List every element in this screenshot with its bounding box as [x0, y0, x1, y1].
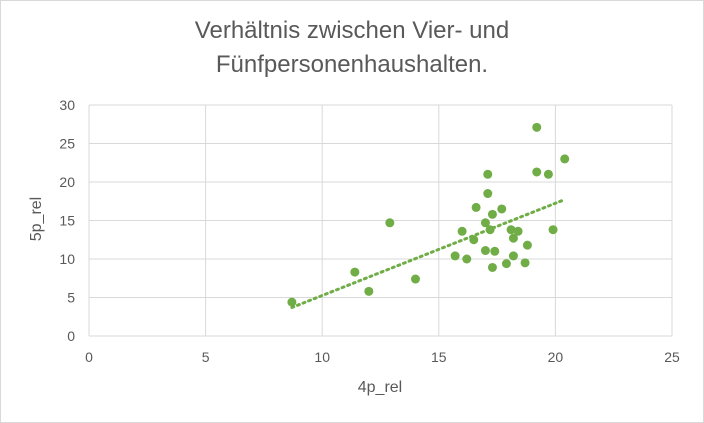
- y-tick-label: 15: [59, 213, 75, 229]
- data-point: [513, 226, 523, 236]
- chart-title-line-2: Fünfpersonenhaushalten.: [215, 51, 489, 78]
- x-tick-label: 10: [314, 349, 330, 365]
- data-point: [457, 226, 467, 236]
- x-tick-label: 25: [664, 349, 680, 365]
- y-tick-label: 5: [67, 290, 75, 306]
- gridlines: [88, 104, 673, 337]
- x-tick-label: 5: [202, 349, 210, 365]
- data-point: [350, 267, 360, 277]
- data-point: [462, 254, 472, 264]
- data-point: [543, 169, 553, 179]
- data-point: [483, 169, 493, 179]
- x-tick-labels: 0 5 10 15 20 25: [85, 349, 680, 365]
- data-point: [485, 225, 495, 235]
- data-point: [501, 259, 511, 269]
- data-point: [480, 246, 490, 256]
- data-point: [410, 274, 420, 284]
- data-point: [471, 202, 481, 212]
- data-point: [480, 218, 490, 228]
- x-tick-label: 0: [85, 349, 93, 365]
- data-point: [520, 258, 530, 268]
- data-point: [532, 167, 542, 177]
- y-tick-label: 25: [59, 136, 75, 152]
- y-tick-label: 0: [67, 328, 75, 344]
- y-axis-title: 5p_rel: [28, 197, 45, 241]
- y-tick-label: 20: [59, 174, 75, 190]
- data-point: [287, 297, 297, 307]
- data-point: [560, 154, 570, 164]
- data-point: [532, 122, 542, 132]
- trendline: [290, 198, 564, 310]
- data-point: [364, 286, 374, 296]
- data-point: [450, 251, 460, 261]
- data-point: [508, 233, 518, 243]
- chart-title: Verhältnis zwischen Vier- und Fünfperson…: [0, 14, 704, 82]
- data-point: [508, 251, 518, 261]
- data-point: [506, 225, 516, 235]
- x-tick-label: 20: [548, 349, 564, 365]
- data-point: [487, 262, 497, 272]
- y-tick-label: 30: [59, 97, 75, 113]
- data-point: [487, 209, 497, 219]
- x-axis-title: 4p_rel: [358, 379, 402, 396]
- trendline-group: [290, 198, 564, 310]
- data-point: [385, 218, 395, 228]
- data-point: [497, 204, 507, 214]
- data-points: [287, 122, 570, 307]
- chart-title-line-1: Verhältnis zwischen Vier- und: [194, 17, 510, 44]
- data-point: [548, 225, 558, 235]
- x-tick-label: 15: [431, 349, 447, 365]
- data-point: [483, 189, 493, 199]
- data-point: [490, 246, 500, 256]
- y-tick-labels: 0 5 10 15 20 25 30: [59, 97, 75, 344]
- data-point: [522, 240, 532, 250]
- data-point: [469, 235, 479, 245]
- y-tick-label: 10: [59, 251, 75, 267]
